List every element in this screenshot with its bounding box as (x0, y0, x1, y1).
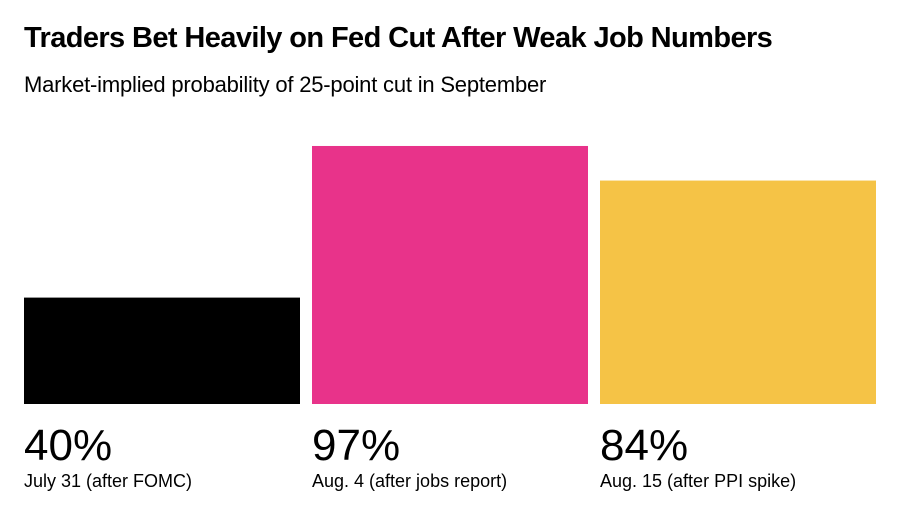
bar-value-label-3: 84% (600, 421, 688, 470)
category-label-2: Aug. 4 (after jobs report) (312, 471, 507, 491)
bar-1 (24, 297, 300, 404)
category-label-1: July 31 (after FOMC) (24, 471, 192, 491)
chart-subtitle: Market-implied probability of 25-point c… (24, 72, 547, 97)
bar-value-label-2: 97% (312, 421, 400, 470)
bar-2 (312, 145, 588, 405)
category-label-3: Aug. 15 (after PPI spike) (600, 471, 796, 491)
bar-value-label-1: 40% (24, 421, 112, 470)
bar-3 (600, 180, 876, 404)
chart-title: Traders Bet Heavily on Fed Cut After Wea… (24, 22, 773, 54)
